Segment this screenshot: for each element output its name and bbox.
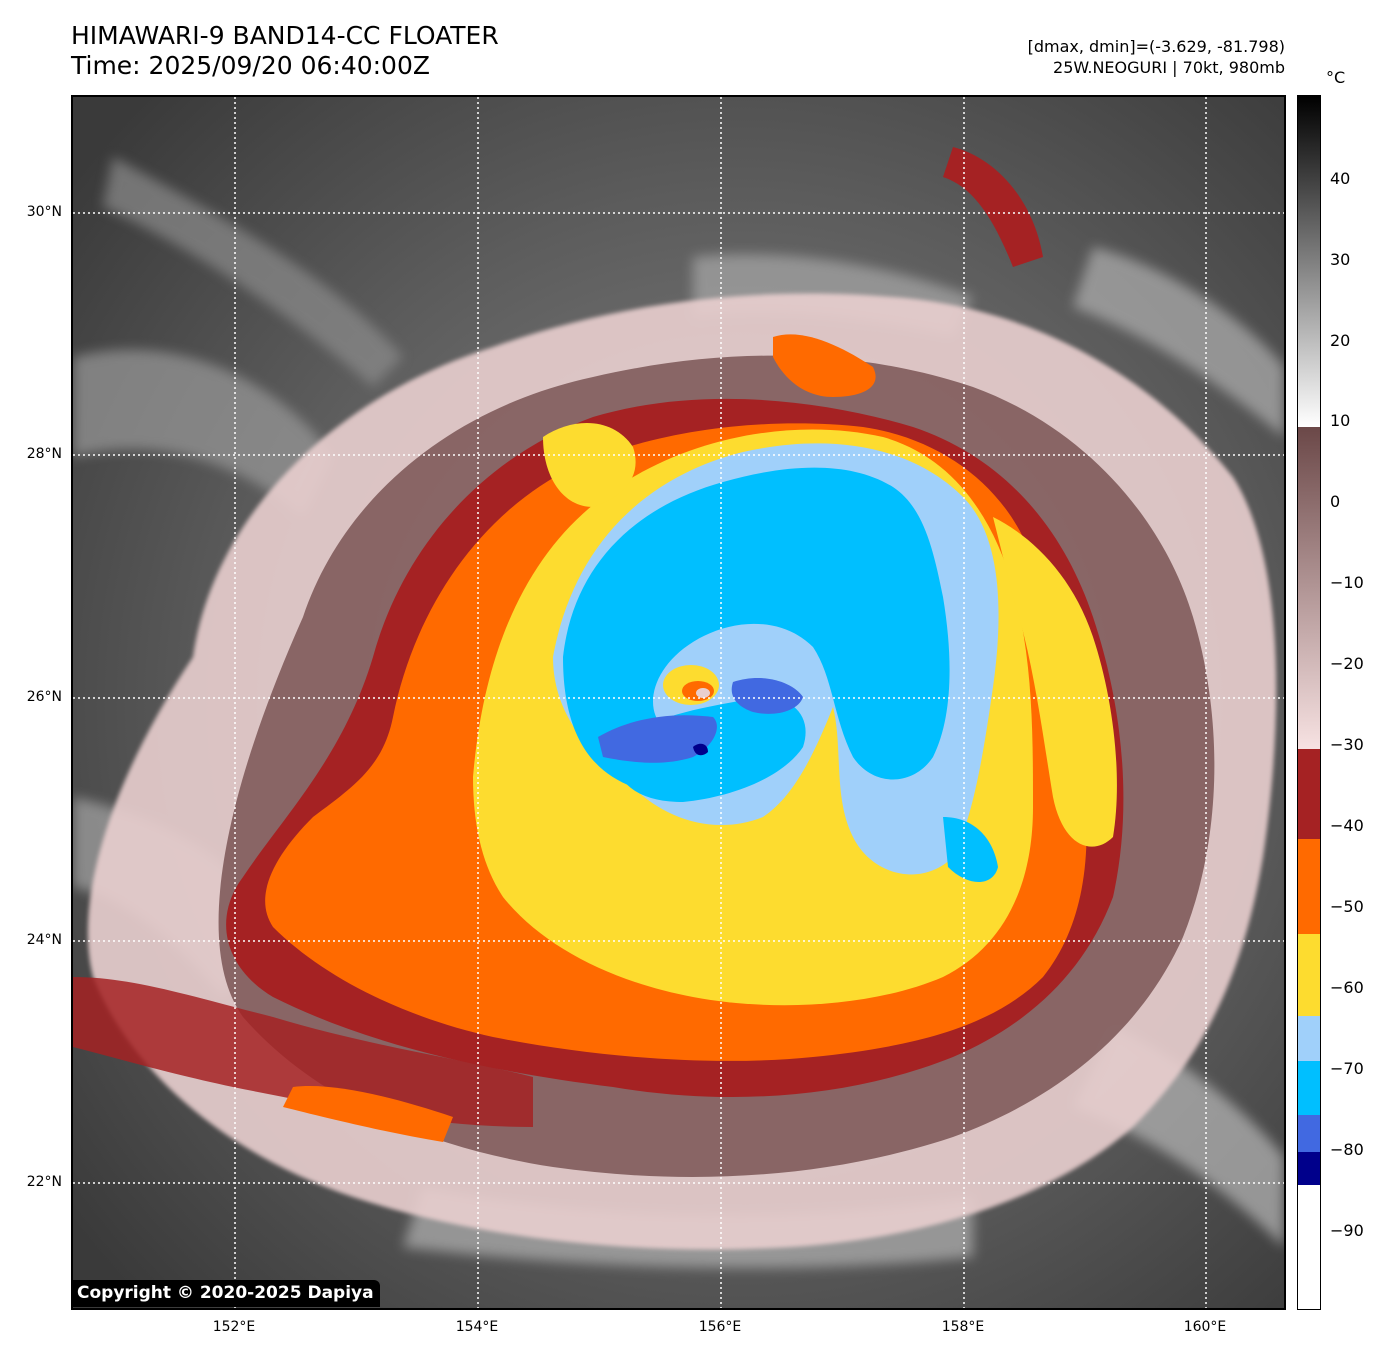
colorbar-tick-minus90: −90	[1330, 1221, 1364, 1240]
lon-label-152E: 152°E	[212, 1319, 256, 1335]
lon-label-154E: 154°E	[455, 1319, 499, 1335]
colorbar	[1297, 95, 1321, 1310]
colorbar-tick-minus80: −80	[1330, 1140, 1364, 1159]
lat-label-26N: 26°N	[26, 689, 62, 705]
lat-label-30N: 30°N	[26, 204, 62, 220]
colorbar-tick-minus50: −50	[1330, 897, 1364, 916]
time-stamp: Time: 2025/09/20 06:40:00Z	[71, 51, 430, 80]
storm-info: 25W.NEOGURI | 70kt, 980mb	[1053, 58, 1285, 77]
lat-label-24N: 24°N	[26, 932, 62, 948]
colorbar-tick-minus40: −40	[1330, 816, 1364, 835]
colorbar-tick-minus10: −10	[1330, 573, 1364, 592]
lon-label-158E: 158°E	[941, 1319, 985, 1335]
chart-title: HIMAWARI-9 BAND14-CC FLOATER	[71, 21, 499, 50]
colorbar-tick-minus20: −20	[1330, 654, 1364, 673]
colorbar-tick-minus60: −60	[1330, 978, 1364, 997]
colorbar-tick-20: 20	[1330, 331, 1351, 350]
satellite-image-map[interactable]	[71, 95, 1286, 1310]
lon-label-160E: 160°E	[1183, 1319, 1227, 1335]
colorbar-tick-0: 0	[1330, 492, 1341, 511]
data-range-info: [dmax, dmin]=(-3.629, -81.798)	[1027, 37, 1285, 56]
lon-label-156E: 156°E	[698, 1319, 742, 1335]
lat-label-28N: 28°N	[26, 446, 62, 462]
colorbar-tick-minus70: −70	[1330, 1059, 1364, 1078]
colorbar-tick-30: 30	[1330, 250, 1351, 269]
copyright-label: Copyright © 2020-2025 Dapiya	[71, 1280, 380, 1307]
colorbar-tick-40: 40	[1330, 169, 1351, 188]
colorbar-unit: °C	[1326, 68, 1346, 87]
colorbar-tick-10: 10	[1330, 411, 1351, 430]
ir-imagery	[73, 97, 1284, 1308]
colorbar-tick-minus30: −30	[1330, 735, 1364, 754]
lat-label-22N: 22°N	[26, 1174, 62, 1190]
